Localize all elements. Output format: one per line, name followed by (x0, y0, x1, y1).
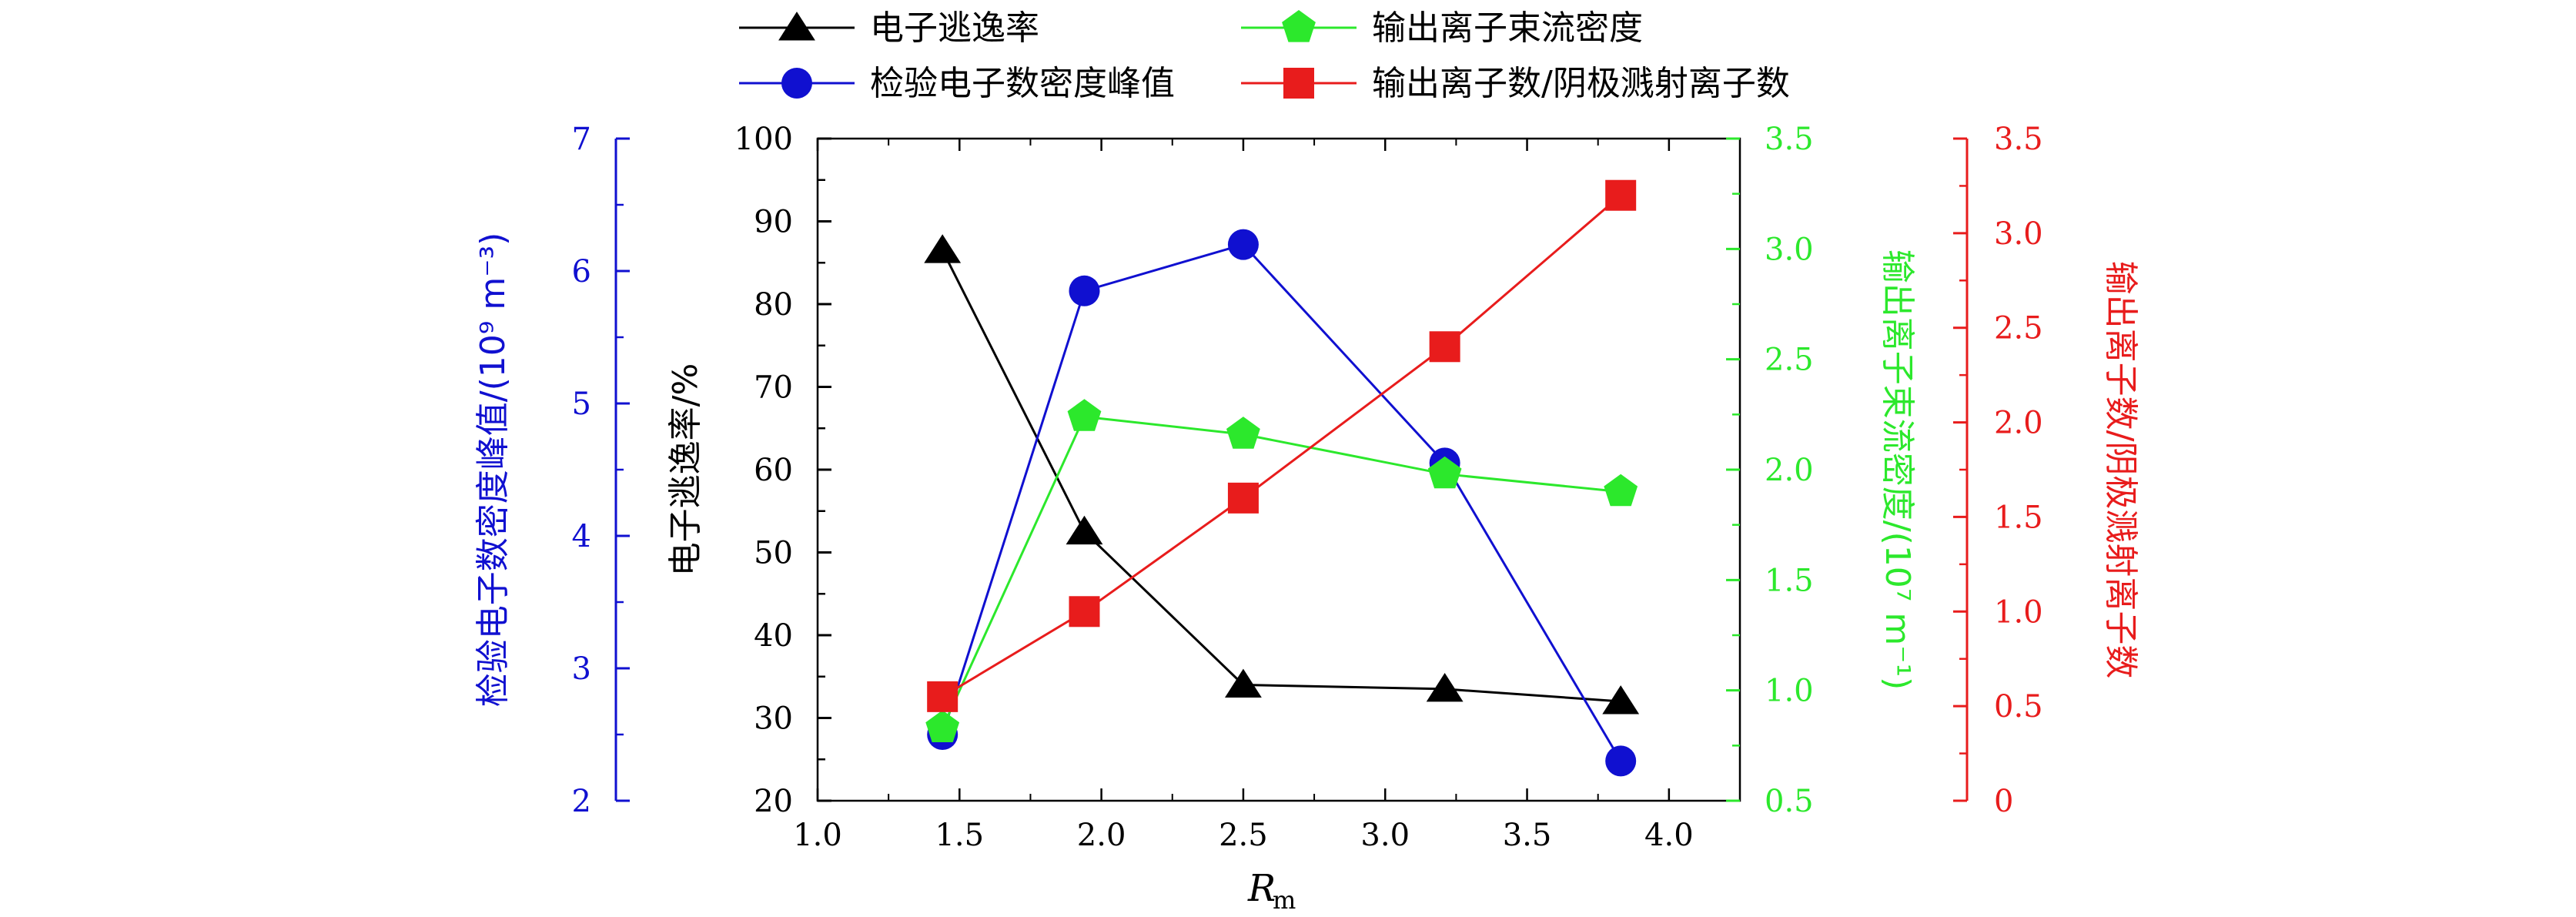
y-tick-label-density: 2 (572, 784, 591, 819)
data-point-ratio (927, 681, 958, 712)
x-tick-label: 3.5 (1503, 818, 1552, 853)
y-tick-label-escape: 50 (754, 536, 793, 571)
legend-marker (781, 68, 812, 99)
data-point-escape (924, 234, 962, 263)
legend-label: 电子逃逸率 (870, 8, 1039, 48)
y-axis-title-density: 检验电子数密度峰值/(10⁹ m⁻³) (473, 233, 513, 708)
y-tick-label-ratio: 3.5 (1994, 122, 2043, 157)
y-tick-label-density: 3 (572, 651, 591, 687)
x-tick-label: 4.0 (1644, 818, 1694, 853)
y-tick-label-flow: 1.5 (1765, 563, 1814, 598)
legend-marker (1282, 10, 1316, 42)
x-axis-label: R (1247, 867, 1276, 910)
data-point-escape (1602, 685, 1640, 715)
y-tick-label-density: 4 (572, 519, 591, 554)
data-point-ratio (1605, 179, 1637, 211)
y-tick-label-ratio: 0.5 (1994, 689, 2043, 725)
series-line-ratio (942, 194, 1622, 698)
data-point-ratio (1069, 596, 1100, 628)
data-point-density (1605, 745, 1637, 777)
y-tick-label-escape: 40 (754, 618, 793, 654)
x-tick-label: 1.5 (935, 818, 984, 853)
series-line-escape (941, 249, 1621, 703)
data-point-flow (925, 710, 960, 742)
x-tick-label: 2.0 (1077, 818, 1126, 853)
y-tick-label-flow: 2.0 (1765, 453, 1814, 488)
x-axis-label-subscript: m (1273, 885, 1296, 915)
legend-label: 输出离子束流密度 (1372, 8, 1643, 48)
legend-label: 输出离子数/阴极溅射离子数 (1372, 64, 1790, 103)
legend-marker (1283, 68, 1314, 99)
y-axis-title-flow: 输出离子束流密度/(10⁷ m⁻¹) (1878, 249, 1917, 691)
data-point-flow (1067, 399, 1102, 431)
y-tick-label-density: 5 (572, 387, 591, 422)
series-group (924, 179, 1640, 777)
data-point-density (1069, 275, 1100, 306)
y-tick-label-ratio: 0 (1994, 784, 2013, 819)
data-point-ratio (1429, 331, 1460, 363)
legend-item: 检验电子数密度峰值 (739, 64, 1175, 103)
legend-item: 输出离子数/阴极溅射离子数 (1241, 64, 1790, 103)
legend-item: 输出离子束流密度 (1241, 8, 1643, 48)
y-tick-label-escape: 20 (754, 784, 793, 819)
data-point-ratio (1227, 482, 1259, 514)
data-point-escape (1225, 668, 1262, 698)
y-tick-label-escape: 100 (734, 122, 793, 157)
y-tick-label-ratio: 1.0 (1994, 594, 2043, 630)
y-tick-label-escape: 60 (754, 453, 793, 488)
series-ratio (927, 179, 1637, 712)
data-point-flow (1226, 417, 1260, 449)
y-tick-label-density: 7 (572, 122, 591, 157)
y-tick-label-escape: 80 (754, 287, 793, 323)
y-tick-label-flow: 0.5 (1765, 784, 1814, 819)
data-point-flow (1604, 474, 1638, 507)
legend-marker (778, 12, 815, 41)
series-line-flow (941, 415, 1621, 729)
data-point-escape (1066, 515, 1103, 545)
x-tick-label: 3.0 (1360, 818, 1410, 853)
y-tick-label-escape: 30 (754, 701, 793, 737)
y-tick-label-ratio: 3.0 (1994, 216, 2043, 252)
y-tick-label-escape: 90 (754, 205, 793, 240)
y-tick-label-flow: 1.0 (1765, 674, 1814, 709)
data-point-escape (1426, 672, 1464, 702)
y-axis-title-escape: 电子逃逸率/% (666, 363, 705, 577)
y-tick-label-ratio: 1.5 (1994, 500, 2043, 535)
y-tick-label-escape: 70 (754, 370, 793, 406)
legend-label: 检验电子数密度峰值 (870, 64, 1175, 103)
y-tick-label-flow: 3.0 (1765, 232, 1814, 267)
y-tick-label-flow: 2.5 (1765, 343, 1814, 378)
data-point-flow (1427, 456, 1462, 489)
y-axis-title-ratio: 输出离子数/阴极溅射离子数 (2101, 261, 2140, 679)
axes-group: 1.0 1.5 2.0 2.5 3.0 3.5 4.0Rm20304050607080901… (473, 122, 2140, 915)
y-tick-label-ratio: 2.5 (1994, 311, 2043, 346)
x-tick-label: 2.5 (1219, 818, 1268, 853)
data-point-density (1227, 229, 1259, 260)
y-tick-label-density: 6 (572, 254, 591, 289)
legend-item: 电子逃逸率 (739, 8, 1039, 48)
x-tick-label: 1.0 (793, 818, 842, 853)
y-tick-label-flow: 3.5 (1765, 122, 1814, 157)
y-tick-label-ratio: 2.0 (1994, 406, 2043, 441)
series-flow (925, 399, 1638, 742)
